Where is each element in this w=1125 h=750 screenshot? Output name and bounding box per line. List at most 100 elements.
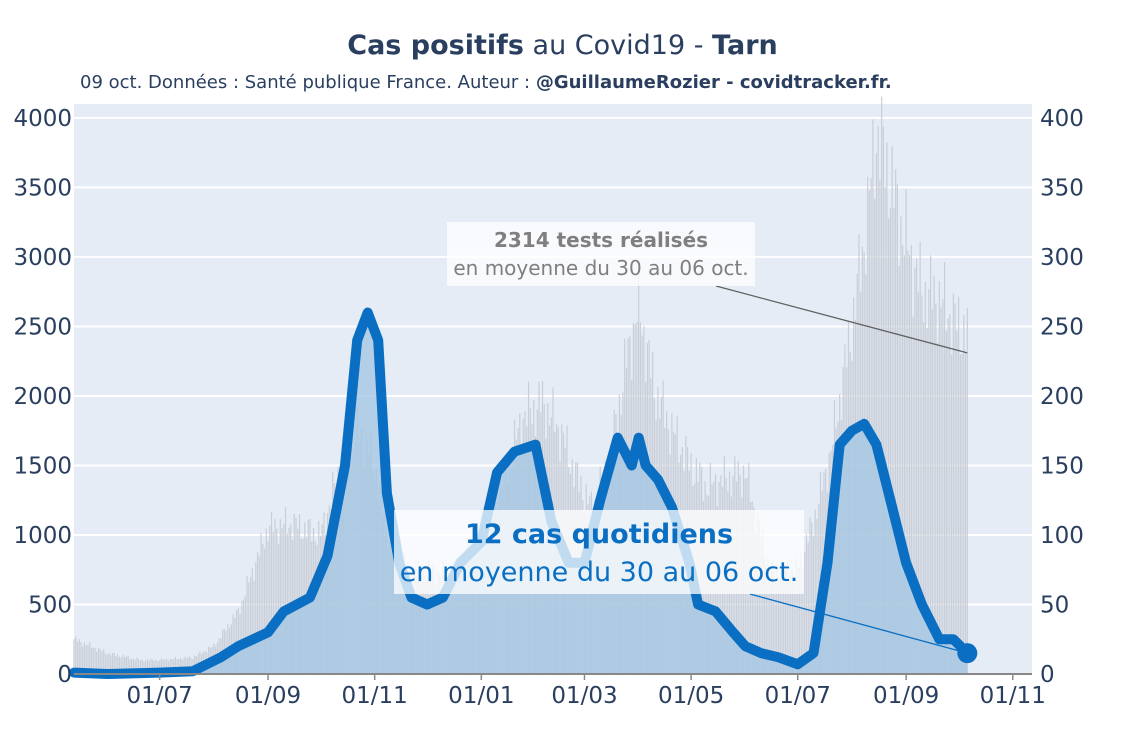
tests-bar	[132, 658, 135, 674]
tests-bar	[262, 543, 264, 674]
y-right-tick-label: 250	[1040, 314, 1084, 340]
tests-bar	[166, 659, 168, 674]
tests-bar	[279, 519, 281, 674]
tests-bar	[82, 646, 84, 674]
tests-bar	[187, 658, 189, 674]
tests-bar	[164, 659, 166, 674]
tests-bar	[964, 351, 967, 674]
tests-bar	[755, 532, 757, 674]
tests-bar	[886, 142, 888, 675]
subtitle-author: @GuillaumeRozier - covidtracker.fr.	[535, 72, 892, 93]
tests-bar	[253, 580, 255, 674]
tests-bar	[101, 651, 103, 674]
tests-bar	[769, 577, 771, 674]
tests-annotation-line2: en moyenne du 30 au 06 oct.	[453, 256, 749, 280]
title-bold-2: Tarn	[712, 30, 778, 61]
tests-bar	[916, 258, 918, 674]
tests-bar	[260, 533, 262, 674]
tests-bar	[902, 245, 904, 675]
tests-bar	[180, 658, 182, 674]
y-right-tick-label: 100	[1040, 523, 1084, 549]
tests-bar	[188, 656, 190, 674]
tests-bar	[811, 522, 813, 674]
x-tick-label: 01/07	[127, 683, 193, 709]
tests-bar	[143, 661, 145, 674]
tests-bar	[770, 562, 773, 674]
tests-bar	[896, 183, 898, 674]
x-tick-label: 01/03	[551, 683, 617, 709]
tests-bar	[131, 658, 133, 674]
tests-bar	[767, 558, 769, 674]
tests-bar	[99, 649, 101, 674]
tests-bar	[85, 645, 87, 674]
tests-bar	[872, 119, 874, 674]
tests-bar	[888, 218, 890, 674]
chart-subtitle: 09 oct. Données : Santé publique France.…	[80, 72, 892, 93]
tests-bar	[108, 652, 110, 674]
tests-bar	[931, 309, 933, 674]
tests-bar	[905, 188, 907, 674]
y-left-tick-label: 0	[57, 662, 72, 688]
cases-annotation-line2: en moyenne du 30 au 06 oct.	[399, 557, 799, 588]
tests-bar	[241, 600, 243, 674]
tests-bar	[879, 179, 881, 674]
tests-bar	[113, 652, 115, 674]
tests-bar	[938, 280, 940, 674]
tests-bar	[94, 648, 96, 674]
tests-bar	[117, 654, 119, 674]
cases-annotation-pointer	[749, 593, 968, 654]
tests-bar	[809, 517, 811, 674]
y-right-tick-labels: 0 50 100 150 200 250 300 350 400	[1040, 106, 1084, 688]
tests-bar	[909, 254, 911, 674]
tests-bar	[265, 528, 267, 674]
tests-bar	[954, 303, 956, 674]
tests-annotation: 2314 tests réalisés en moyenne du 30 au …	[447, 222, 755, 286]
tests-bar	[936, 342, 939, 674]
tests-bar	[779, 579, 781, 674]
tests-bar	[889, 208, 891, 674]
tests-bar	[805, 534, 808, 674]
tests-bar	[762, 528, 764, 674]
tests-bar	[763, 557, 766, 674]
tests-bar	[795, 557, 797, 674]
tests-bar	[89, 642, 91, 674]
tests-bar	[966, 308, 968, 674]
x-tick-labels: 01/07 01/09 01/11 01/01 01/03 01/05 01/07 01/09…	[127, 674, 1046, 709]
tests-bar	[758, 521, 760, 674]
tests-bar	[819, 471, 822, 674]
tests-bar	[178, 659, 180, 674]
tests-bar	[171, 658, 173, 674]
tests-bar	[248, 582, 250, 674]
tests-bar	[127, 656, 129, 674]
cases-last-point	[957, 643, 978, 664]
tests-bar	[106, 654, 108, 674]
tests-bar	[772, 560, 774, 674]
tests-bar	[907, 251, 909, 674]
y-left-tick-label: 1500	[13, 453, 72, 479]
tests-bar	[293, 513, 295, 674]
tests-bar	[949, 313, 951, 674]
tests-bar	[914, 267, 916, 674]
tests-bar	[75, 636, 77, 674]
tests-bar	[793, 576, 795, 674]
tests-bar	[919, 241, 921, 674]
tests-bar	[270, 511, 273, 674]
tests-bar	[912, 316, 914, 674]
tests-bar	[290, 524, 292, 674]
tests-bar	[926, 327, 928, 674]
tests-bar	[877, 126, 879, 675]
tests-bar	[942, 299, 944, 674]
tests-bar	[774, 575, 776, 674]
x-tick-label: 01/07	[765, 683, 831, 709]
y-left-tick-label: 3000	[13, 245, 72, 271]
tests-bar	[812, 535, 815, 674]
tests-bar	[272, 532, 274, 674]
tests-bar	[298, 514, 301, 674]
tests-bar	[263, 548, 266, 674]
tests-bar	[78, 639, 80, 674]
tests-bar	[96, 651, 98, 674]
tests-bar	[138, 659, 140, 674]
chart-title: Cas positifs au Covid19 - Tarn	[0, 30, 1125, 61]
tests-bar	[924, 281, 926, 674]
tests-bar	[249, 577, 252, 674]
